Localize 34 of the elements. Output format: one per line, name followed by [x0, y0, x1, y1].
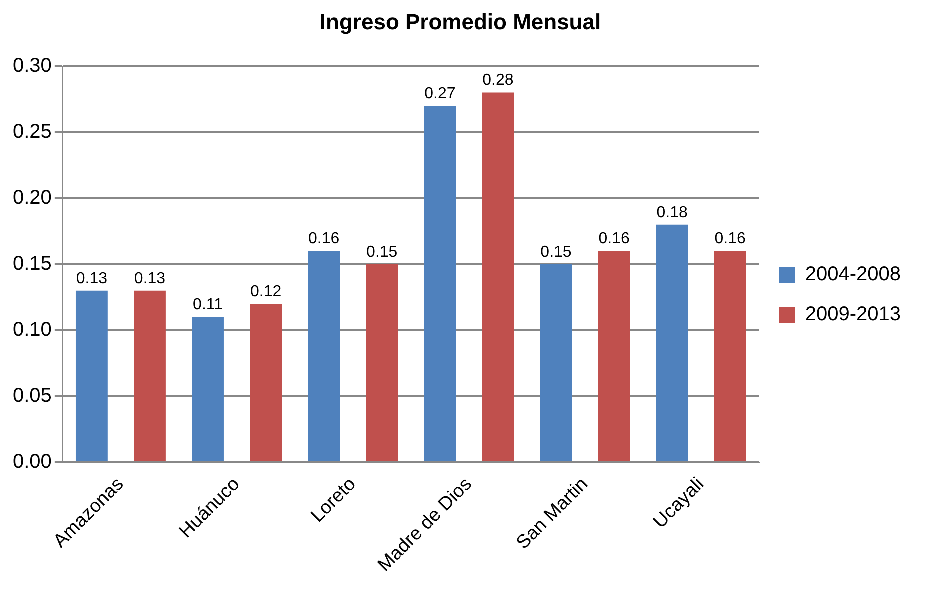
data-label: 0.16 [598, 230, 630, 248]
chart-title: Ingreso Promedio Mensual [320, 9, 602, 34]
data-label: 0.13 [134, 270, 166, 288]
y-tick-label: 0.10 [12, 318, 52, 341]
y-tick-label: 0.00 [12, 451, 52, 474]
data-label: 0.27 [424, 85, 456, 102]
data-label: 0.12 [250, 283, 282, 300]
data-label: 0.28 [482, 72, 514, 90]
y-tick-label: 0.20 [12, 186, 52, 209]
bar [76, 290, 108, 462]
bar [482, 92, 514, 462]
bar [134, 290, 166, 462]
data-label: 0.16 [308, 230, 340, 248]
legend-label: 2004-2008 [805, 264, 902, 286]
data-label: 0.13 [76, 270, 108, 288]
y-tick-label: 0.15 [12, 252, 52, 275]
bar [656, 224, 688, 462]
data-label: 0.16 [714, 230, 746, 248]
legend-label: 2009-2013 [805, 304, 902, 326]
y-tick-label: 0.30 [12, 54, 52, 77]
bar [250, 304, 282, 462]
bar [366, 264, 398, 462]
bar [308, 251, 340, 462]
bar [424, 106, 456, 462]
y-tick-label: 0.25 [12, 120, 52, 143]
data-label: 0.15 [366, 244, 398, 261]
bar [540, 264, 572, 462]
bar [192, 317, 224, 462]
data-label: 0.11 [193, 296, 224, 314]
y-tick-label: 0.05 [12, 385, 52, 408]
data-label: 0.18 [656, 204, 688, 222]
bar [598, 251, 630, 462]
data-label: 0.15 [540, 244, 572, 261]
bar [714, 251, 746, 462]
